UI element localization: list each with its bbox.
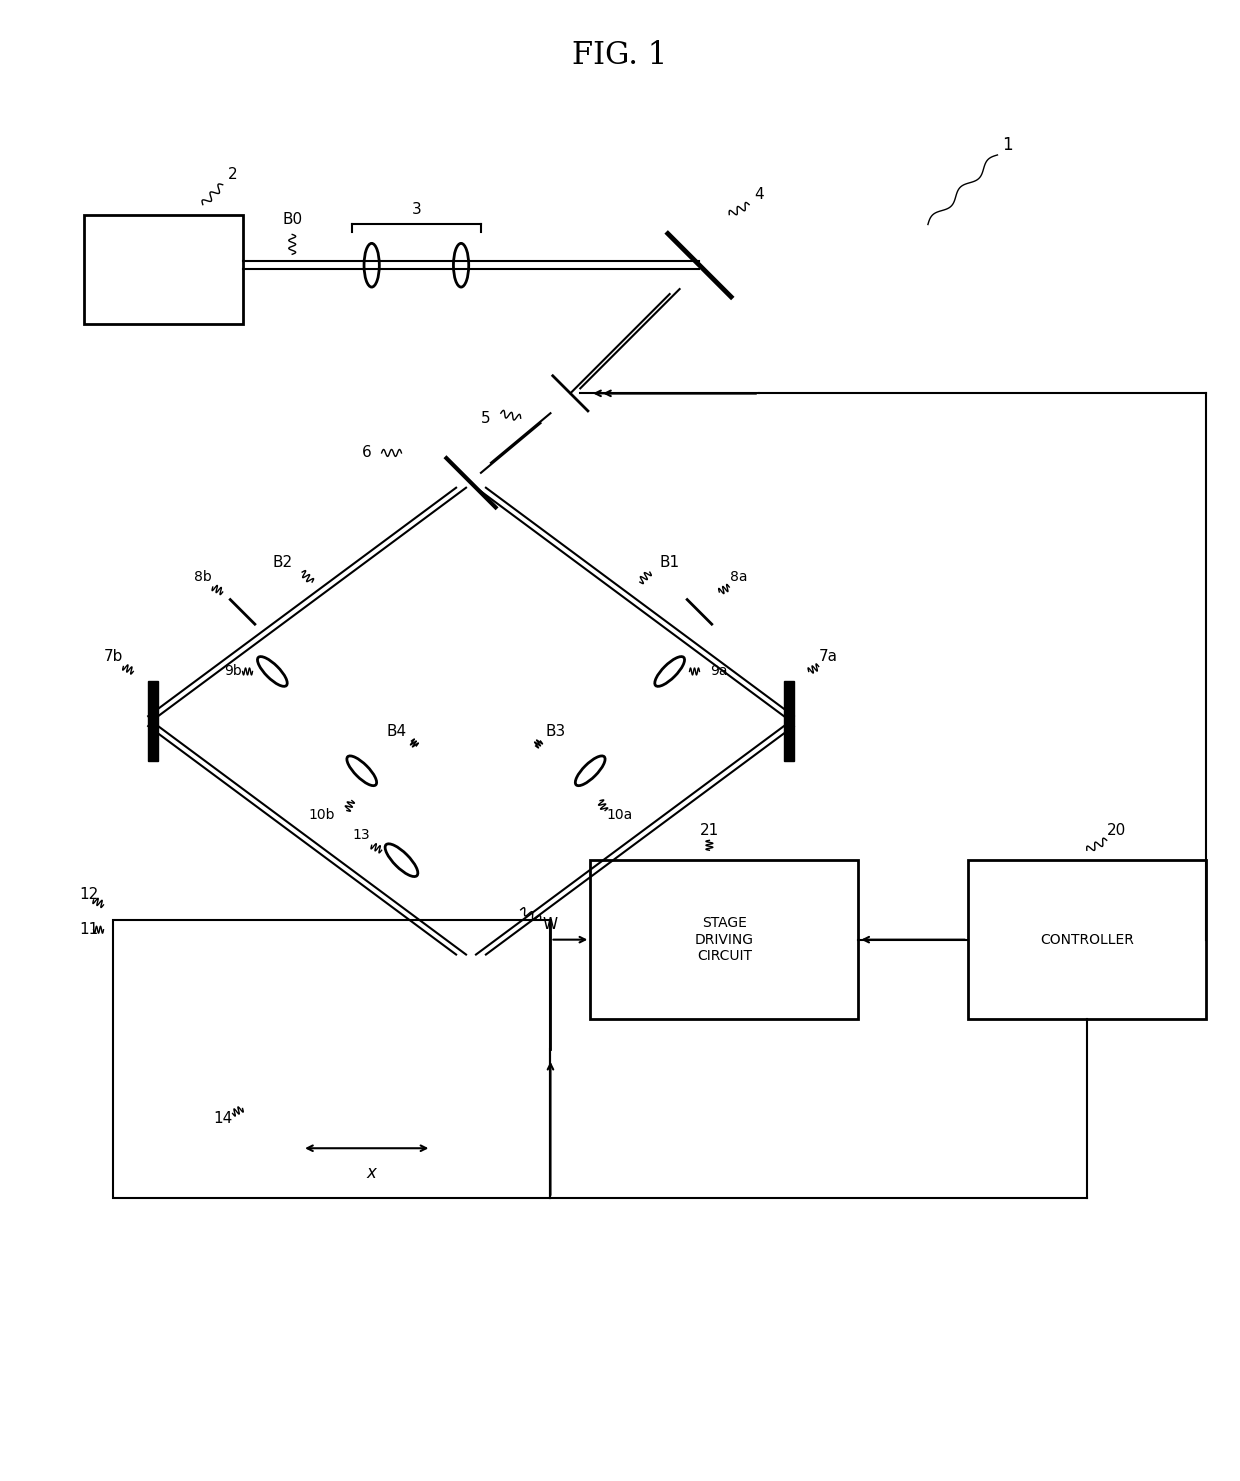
Text: 1: 1 [1002, 136, 1013, 154]
Text: 14: 14 [213, 1111, 232, 1126]
Bar [113, 920, 551, 1049]
Text: 5: 5 [481, 410, 491, 425]
Text: 7a: 7a [820, 649, 838, 663]
Text: 9b: 9b [223, 665, 242, 678]
Bar [590, 860, 858, 1019]
Bar [967, 860, 1207, 1019]
Text: 9a: 9a [711, 665, 728, 678]
Text: STAGE
DRIVING
CIRCUIT: STAGE DRIVING CIRCUIT [694, 917, 754, 963]
Text: 3: 3 [412, 201, 422, 218]
Bar [83, 215, 243, 324]
Text: 20: 20 [1107, 823, 1126, 838]
Text: 12: 12 [79, 887, 98, 902]
Text: 10b: 10b [309, 809, 335, 822]
Text: 13: 13 [353, 828, 371, 843]
Text: x: x [367, 1164, 377, 1182]
Text: 8a: 8a [730, 570, 748, 584]
Bar [113, 920, 551, 945]
Bar [113, 994, 551, 1009]
Text: 2: 2 [228, 167, 237, 182]
Text: CONTROLLER: CONTROLLER [1040, 933, 1133, 946]
Text: B2: B2 [273, 555, 293, 570]
Bar [149, 681, 159, 761]
Text: 7b: 7b [104, 649, 123, 663]
Text: B4: B4 [387, 724, 407, 739]
Text: 4: 4 [754, 187, 764, 203]
Text: 21: 21 [699, 823, 719, 838]
Bar [113, 920, 551, 1198]
Bar [422, 945, 491, 955]
Bar [253, 1049, 372, 1108]
Text: W: W [543, 917, 558, 932]
Bar [422, 955, 491, 964]
Text: 6: 6 [362, 446, 372, 461]
Text: B3: B3 [546, 724, 565, 739]
Text: 11: 11 [79, 923, 98, 937]
Text: B0: B0 [283, 212, 303, 227]
Text: 10a: 10a [606, 809, 634, 822]
Text: B1: B1 [660, 555, 680, 570]
Bar [784, 681, 794, 761]
Text: 8b: 8b [193, 570, 212, 584]
Text: FIG. 1: FIG. 1 [573, 40, 667, 71]
